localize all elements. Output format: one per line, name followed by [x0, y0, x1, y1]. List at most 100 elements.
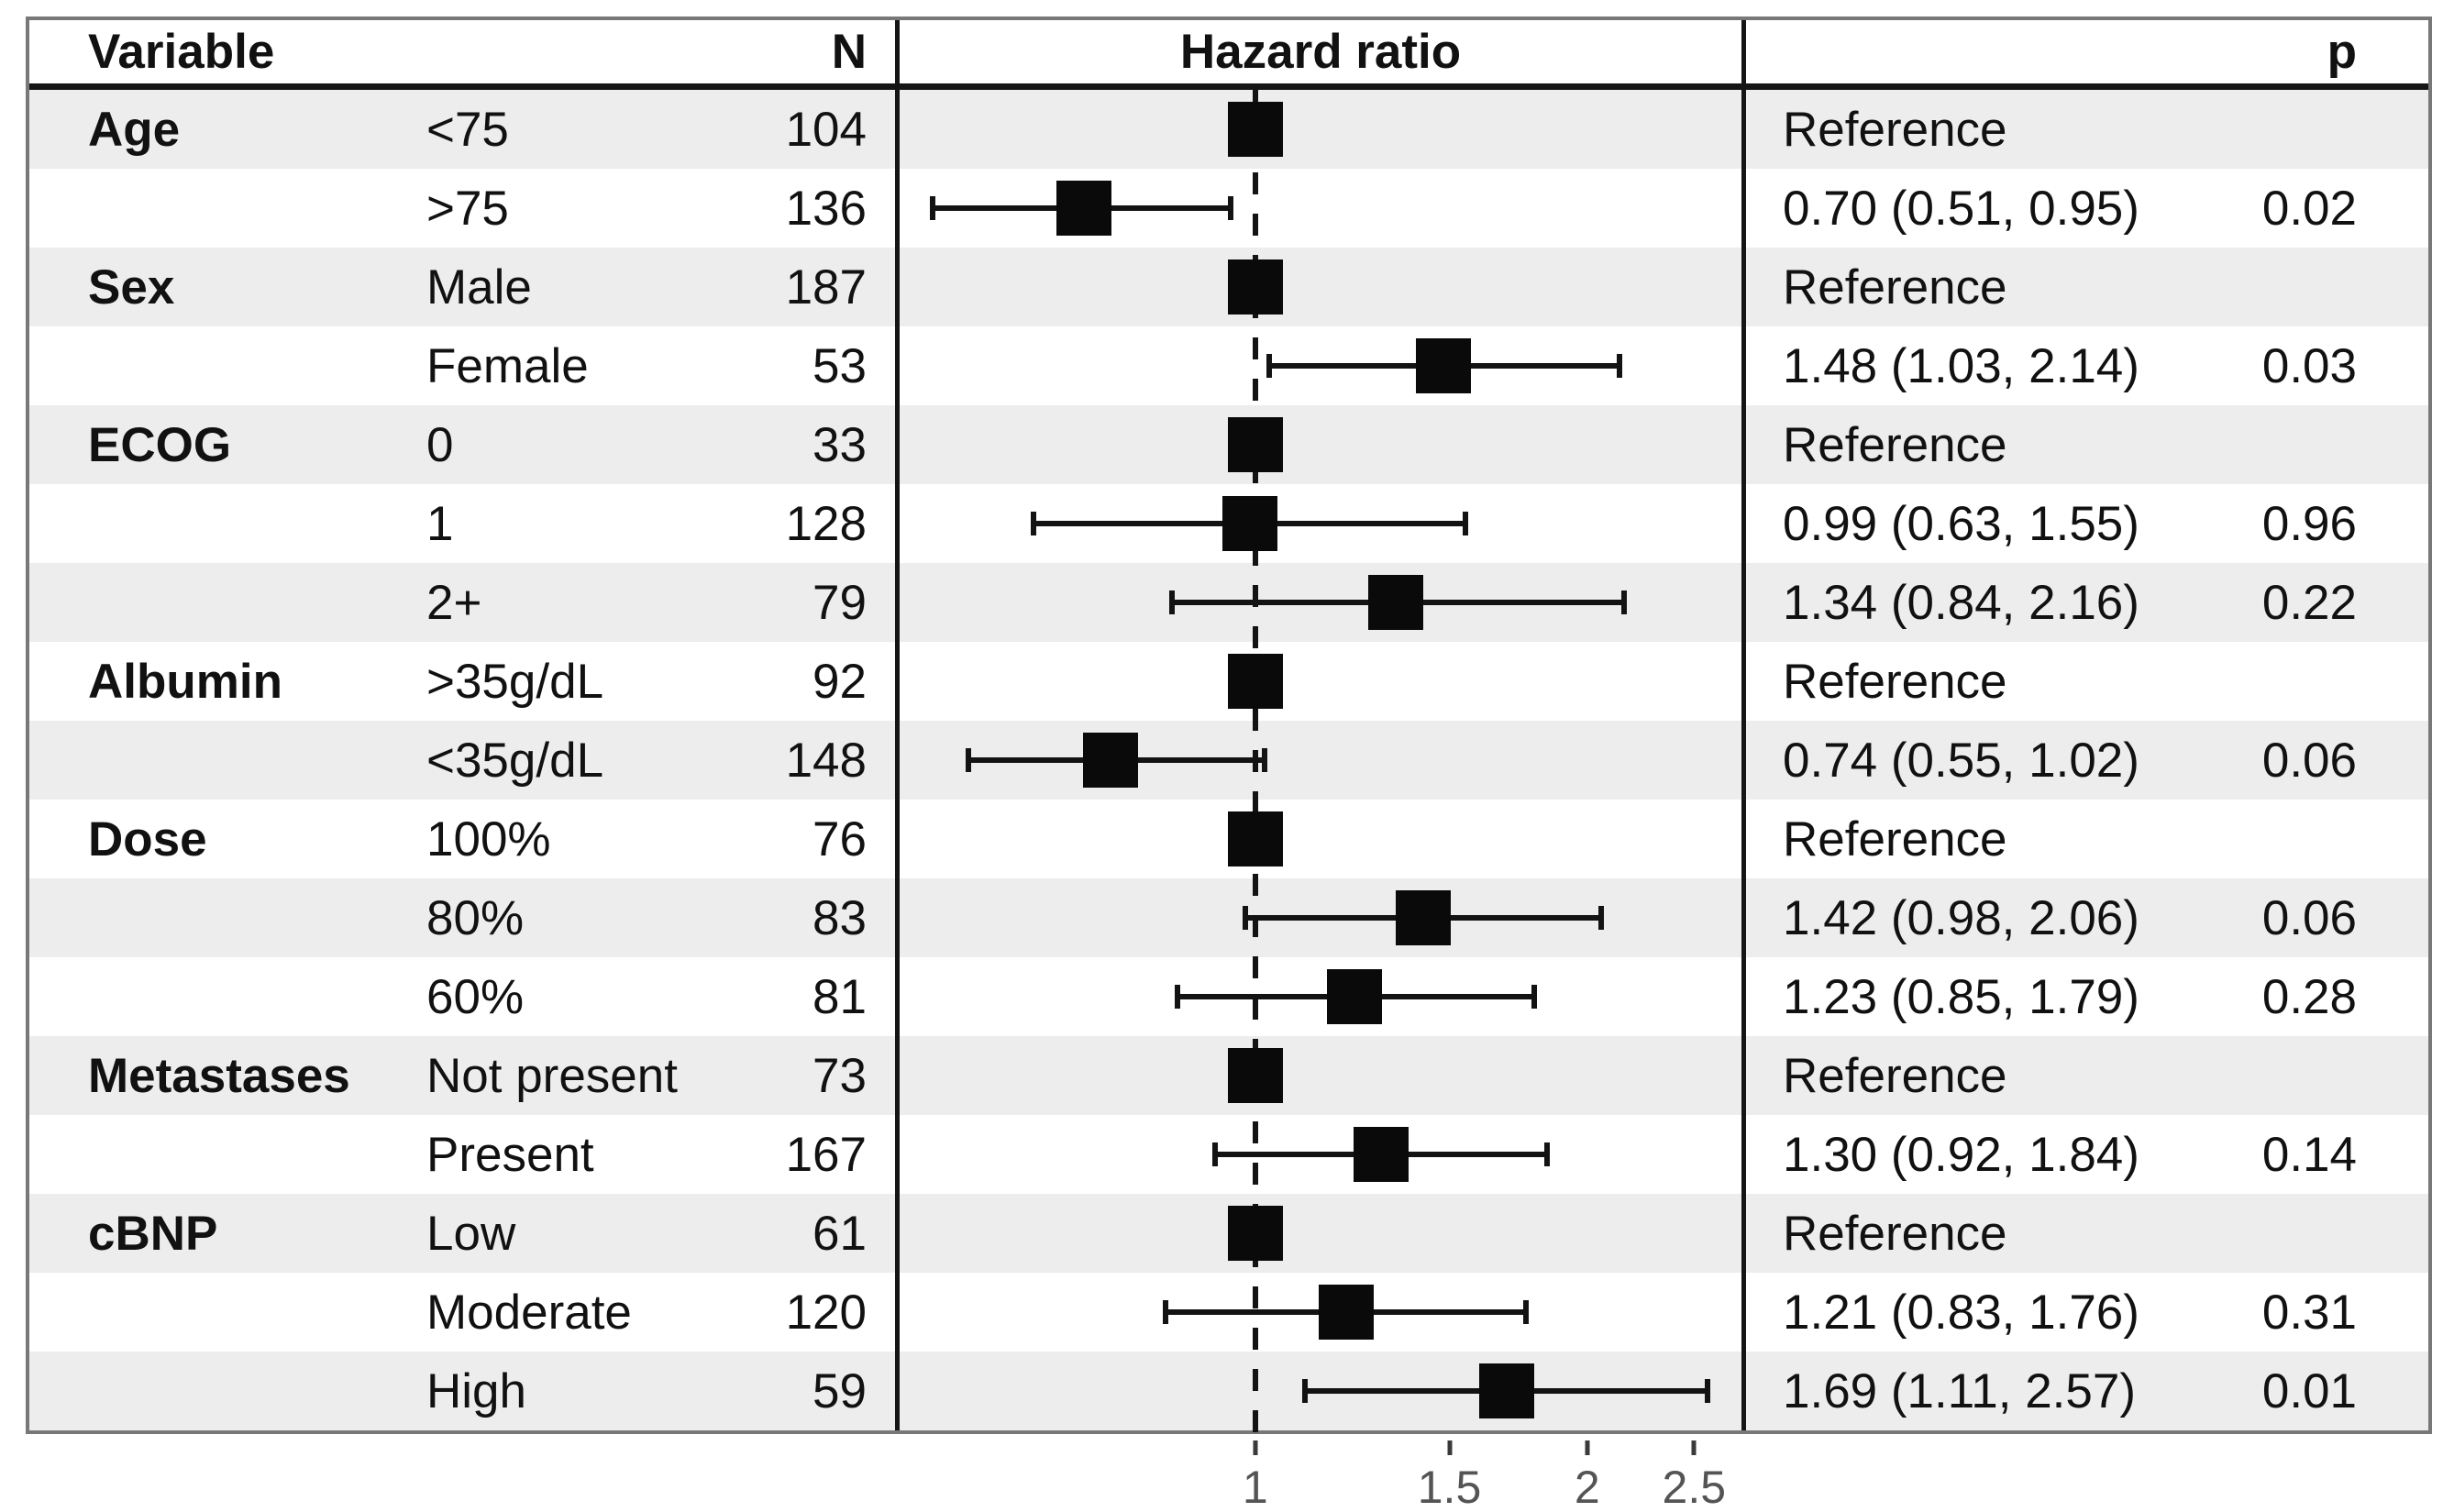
estimate-cell: Reference [1783, 1048, 2007, 1103]
ci-cap [1544, 1142, 1551, 1166]
estimate-cell: 1.69 (1.11, 2.57) [1783, 1363, 2137, 1418]
n-cell: 92 [812, 654, 867, 709]
ci-cap [930, 196, 936, 220]
hr-marker [1415, 338, 1471, 393]
hr-marker [1227, 102, 1283, 157]
level-cell: Female [426, 338, 589, 393]
table-row: Albumin >35g/dL 92 Reference [29, 642, 2428, 721]
table-row: Sex Male 187 Reference [29, 248, 2428, 326]
header-n: N [831, 25, 867, 79]
p-cell: 0.96 [2261, 496, 2357, 551]
table-row: High 59 1.69 (1.11, 2.57) 0.01 [29, 1352, 2428, 1430]
forest-plot-table: Variable N Hazard ratio p Age <75 104 Re… [26, 17, 2432, 1443]
ci-cap [966, 748, 972, 772]
estimate-cell: 1.42 (0.98, 2.06) [1783, 890, 2139, 945]
hr-marker [1353, 1127, 1409, 1182]
table-row: >75 136 0.70 (0.51, 0.95) 0.02 [29, 169, 2428, 248]
variable-cell: Metastases [88, 1048, 350, 1103]
p-cell: 0.02 [2261, 181, 2357, 236]
hr-marker [1227, 811, 1283, 866]
hr-marker [1227, 259, 1283, 315]
header-estimate-spacer [1746, 20, 2167, 83]
plot-cell [895, 1273, 1746, 1352]
plot-cell [895, 248, 1746, 326]
n-cell: 33 [812, 417, 867, 472]
level-cell: <35g/dL [426, 733, 604, 788]
estimate-cell: 1.30 (0.92, 1.84) [1783, 1127, 2139, 1182]
n-cell: 61 [812, 1206, 867, 1261]
plot-cell [895, 326, 1746, 405]
plot-cell [895, 90, 1746, 169]
n-cell: 73 [812, 1048, 867, 1103]
plot-cell [895, 878, 1746, 957]
estimate-cell: Reference [1783, 1206, 2007, 1261]
level-cell: 80% [426, 890, 525, 945]
ci-cap [1598, 906, 1605, 930]
estimate-cell: 1.23 (0.85, 1.79) [1783, 969, 2139, 1024]
variable-cell: ECOG [88, 417, 232, 472]
table-row: 1 128 0.99 (0.63, 1.55) 0.96 [29, 484, 2428, 563]
ci-cap [1243, 906, 1249, 930]
n-cell: 128 [785, 496, 867, 551]
p-cell: 0.14 [2261, 1127, 2357, 1182]
plot-cell [895, 169, 1746, 248]
plot-cell [895, 563, 1746, 642]
hr-marker [1227, 417, 1283, 472]
level-cell: 2+ [426, 575, 482, 630]
level-cell: Moderate [426, 1285, 632, 1340]
hr-marker [1056, 181, 1112, 236]
p-cell: 0.01 [2261, 1363, 2357, 1418]
n-cell: 120 [785, 1285, 867, 1340]
variable-cell: Albumin [88, 654, 282, 709]
ci-cap [1266, 354, 1273, 378]
n-cell: 79 [812, 575, 867, 630]
estimate-cell: Reference [1783, 259, 2007, 315]
table-row: Present 167 1.30 (0.92, 1.84) 0.14 [29, 1115, 2428, 1194]
n-cell: 76 [812, 811, 867, 866]
axis-tick [1691, 1440, 1697, 1455]
n-cell: 83 [812, 890, 867, 945]
estimate-cell: Reference [1783, 102, 2007, 157]
header-level-spacer [426, 20, 702, 83]
level-cell: 60% [426, 969, 525, 1024]
hazard-ratio-axis: 1 1.5 2 2.5 [900, 1440, 1741, 1512]
n-cell: 53 [812, 338, 867, 393]
plot-cell [895, 484, 1746, 563]
ci-cap [1620, 590, 1627, 614]
ci-cap [1531, 985, 1537, 1009]
p-cell: 0.06 [2261, 733, 2357, 788]
plot-cell [895, 405, 1746, 484]
n-cell: 148 [785, 733, 867, 788]
hr-marker [1227, 1206, 1283, 1261]
table-row: Moderate 120 1.21 (0.83, 1.76) 0.31 [29, 1273, 2428, 1352]
table-row: Dose 100% 76 Reference [29, 800, 2428, 878]
hr-marker [1395, 890, 1451, 945]
ci-cap [1212, 1142, 1219, 1166]
axis-tick-label: 1.5 [1417, 1462, 1482, 1512]
n-cell: 81 [812, 969, 867, 1024]
hr-marker [1227, 654, 1283, 709]
hr-marker [1083, 733, 1139, 788]
plot-cell [895, 800, 1746, 878]
hr-marker [1367, 575, 1423, 630]
table-row: 80% 83 1.42 (0.98, 2.06) 0.06 [29, 878, 2428, 957]
ci-cap [1227, 196, 1233, 220]
estimate-cell: Reference [1783, 654, 2007, 709]
level-cell: >35g/dL [426, 654, 604, 709]
plot-cell [895, 957, 1746, 1036]
ci-cap [1031, 512, 1037, 535]
n-cell: 167 [785, 1127, 867, 1182]
table-row: cBNP Low 61 Reference [29, 1194, 2428, 1273]
level-cell: 1 [426, 496, 454, 551]
axis-tick-label: 2.5 [1662, 1462, 1727, 1512]
ci-cap [1302, 1379, 1309, 1403]
table-header-row: Variable N Hazard ratio p [29, 20, 2428, 90]
table-row: 60% 81 1.23 (0.85, 1.79) 0.28 [29, 957, 2428, 1036]
hr-marker [1478, 1363, 1534, 1418]
hr-marker [1319, 1285, 1375, 1340]
plot-cell [895, 1194, 1746, 1273]
variable-cell: Sex [88, 259, 175, 315]
n-cell: 187 [785, 259, 867, 315]
table-row: <35g/dL 148 0.74 (0.55, 1.02) 0.06 [29, 721, 2428, 800]
